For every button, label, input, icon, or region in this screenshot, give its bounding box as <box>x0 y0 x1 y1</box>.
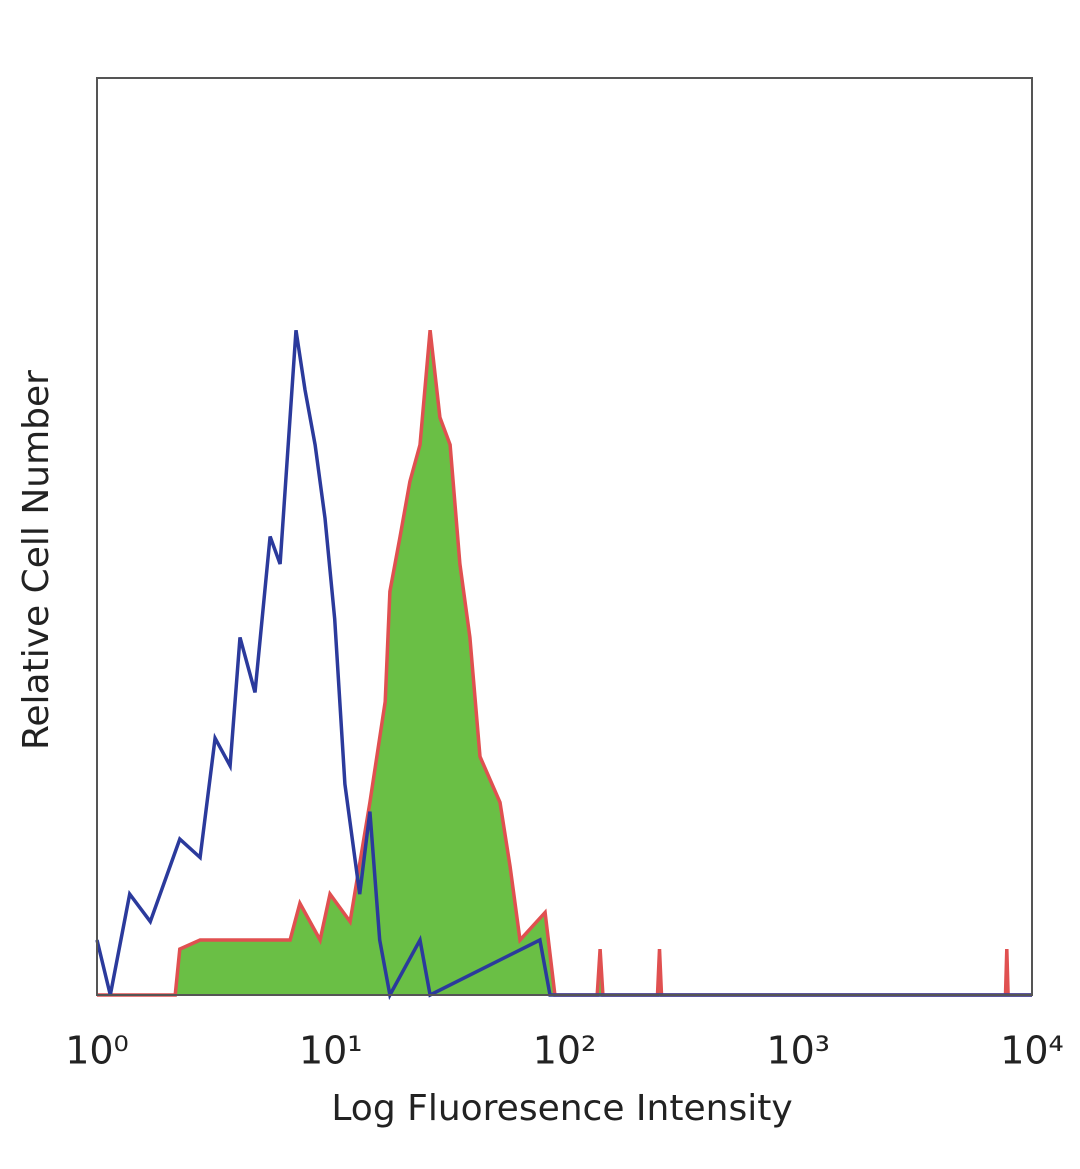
x-axis-label: Log Fluoresence Intensity <box>331 1088 792 1129</box>
x-tick-label: 10⁴ <box>1000 1029 1064 1073</box>
x-tick-label: 10³ <box>766 1029 830 1073</box>
y-axis-label: Relative Cell Number <box>16 370 57 750</box>
plot-frame <box>96 77 1033 996</box>
histogram-line <box>95 329 1032 1001</box>
x-tick-label: 10² <box>533 1029 597 1073</box>
x-tick-label: 10⁰ <box>65 1029 129 1073</box>
x-tick-label: 10¹ <box>299 1029 363 1073</box>
